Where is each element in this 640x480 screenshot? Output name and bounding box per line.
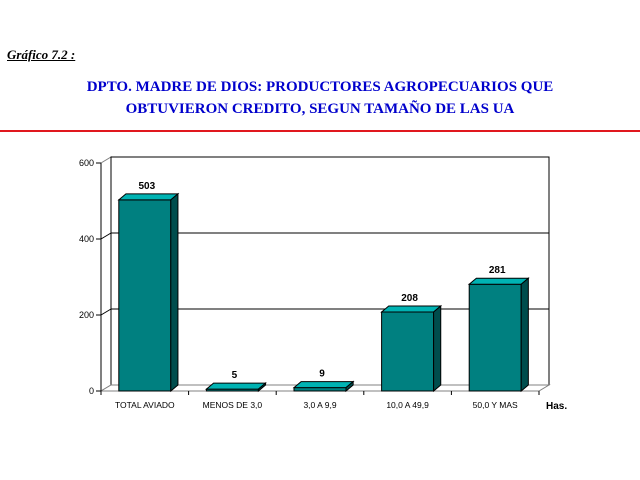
bar — [293, 387, 347, 392]
bar-top — [380, 305, 443, 313]
x-tick-label: MENOS DE 3,0 — [203, 400, 263, 410]
chart-title-line2: OBTUVIERON CREDITO, SEGUN TAMAÑO DE LAS … — [125, 101, 515, 117]
figure-label: Gráfico 7.2 : — [7, 47, 76, 62]
chart-title-line1: DPTO. MADRE DE DIOS: PRODUCTORES AGROPEC… — [86, 79, 554, 95]
left-wall — [100, 156, 112, 392]
bar-top — [117, 193, 180, 201]
bar-side — [520, 277, 529, 393]
bar-side — [257, 382, 267, 393]
x-tick-label: TOTAL AVIADO — [115, 400, 175, 410]
bar-side — [170, 192, 179, 393]
x-tick-label: 3,0 A 9,9 — [303, 400, 336, 410]
y-tick-label: 0 — [89, 386, 94, 396]
data-label: 281 — [489, 265, 506, 276]
y-tick-label: 400 — [79, 234, 94, 244]
data-label: 208 — [401, 293, 418, 304]
bar — [468, 283, 522, 392]
y-tick-label: 200 — [79, 310, 94, 320]
data-label: 9 — [319, 369, 325, 380]
data-label: 503 — [138, 181, 155, 192]
bar-side — [345, 380, 354, 393]
bar-top — [292, 381, 355, 389]
title-divider — [0, 130, 640, 132]
y-tick-label: 600 — [79, 158, 94, 168]
bar — [381, 311, 435, 392]
x-tick-label: 10,0 A 49,9 — [386, 400, 429, 410]
gridline-diag — [100, 308, 112, 316]
gridline-diag — [100, 232, 112, 240]
bar-side — [433, 304, 442, 393]
bar-top — [467, 277, 530, 285]
data-label: 5 — [232, 370, 238, 381]
x-axis-label: Has. — [546, 401, 567, 412]
bar-top — [205, 382, 267, 390]
x-tick-label: 50,0 Y MAS — [473, 400, 518, 410]
bar — [118, 199, 172, 392]
